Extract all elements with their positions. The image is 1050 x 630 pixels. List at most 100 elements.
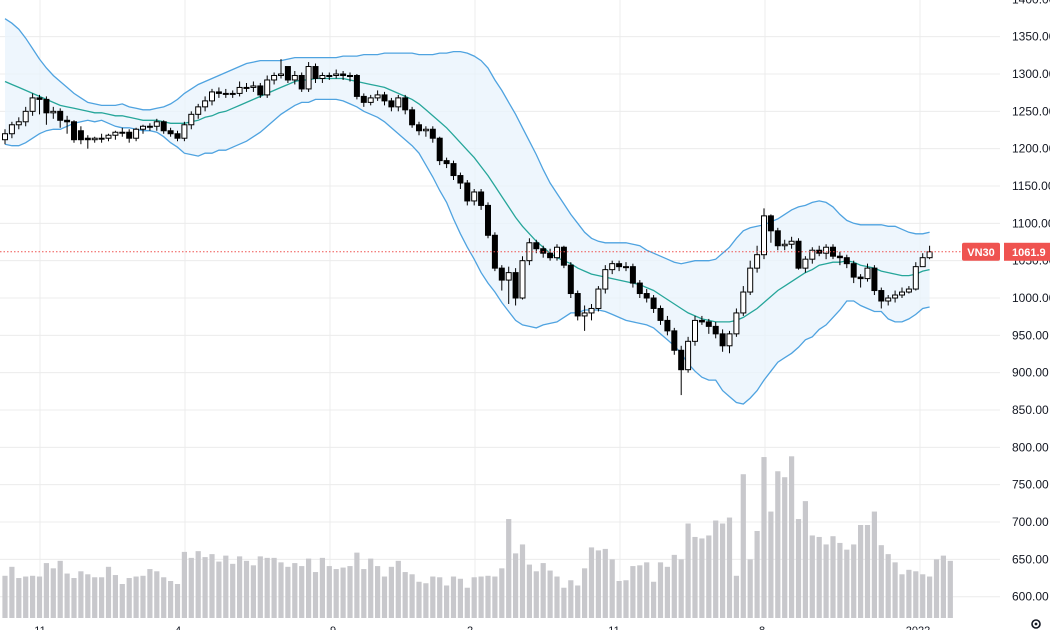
- candle: [153, 118, 160, 131]
- candle: [126, 129, 133, 143]
- volume-bar: [450, 576, 457, 618]
- candle-body: [692, 319, 698, 342]
- candle-body: [291, 74, 298, 81]
- candle: [512, 268, 519, 306]
- volume-bar: [671, 554, 677, 618]
- candle-body: [360, 95, 367, 103]
- volume-bar: [209, 554, 215, 618]
- candle: [429, 126, 436, 143]
- volume-bar: [685, 523, 691, 618]
- candle-body: [236, 86, 243, 94]
- volume-bar: [368, 558, 374, 618]
- volume-bar: [754, 530, 760, 618]
- candle: [767, 214, 774, 243]
- candle: [250, 81, 257, 92]
- candle: [595, 286, 602, 312]
- candle: [809, 247, 816, 264]
- candle-body: [29, 97, 36, 112]
- candle-body: [878, 290, 885, 302]
- candle: [602, 265, 609, 294]
- time-axis[interactable]: 11 4 9 2 11 8 2022: [34, 625, 930, 630]
- candle: [912, 262, 919, 291]
- volume-bar: [126, 578, 132, 618]
- candle-body: [560, 246, 567, 266]
- candle: [222, 88, 229, 98]
- candle-body: [160, 121, 167, 132]
- volume-bar: [278, 562, 284, 618]
- price-axis[interactable]: 1400.00 1350.00 1300.00 1250.00 1200.00 1150.…: [1012, 0, 1050, 604]
- candle-body: [795, 240, 802, 269]
- price-tick-label: 650.00: [1012, 552, 1049, 566]
- candle-body: [271, 74, 278, 81]
- candle-body: [595, 288, 602, 309]
- candle: [353, 74, 360, 100]
- candle: [133, 127, 140, 142]
- volume-bar: [513, 553, 519, 618]
- candle-body: [657, 307, 664, 321]
- candle: [623, 262, 629, 272]
- candle-body: [574, 293, 581, 317]
- volume-bar: [561, 587, 567, 618]
- candle: [15, 117, 22, 130]
- volume-bar: [464, 587, 470, 618]
- candle: [554, 244, 560, 261]
- time-tick-label: 4: [175, 625, 181, 630]
- candle-body: [119, 131, 126, 134]
- candle-body: [333, 73, 340, 76]
- volume-bar: [78, 571, 84, 618]
- candle-body: [774, 230, 781, 247]
- candle: [692, 315, 698, 346]
- volume-bar: [195, 551, 201, 618]
- volume-bar: [299, 566, 305, 618]
- candle: [505, 266, 512, 304]
- volume-bar: [809, 535, 815, 618]
- candle: [402, 94, 409, 115]
- candle: [795, 238, 802, 270]
- volume-bar: [119, 583, 125, 618]
- candle: [802, 256, 809, 273]
- volume-bar: [644, 562, 650, 618]
- candle: [77, 126, 84, 145]
- candle-body: [105, 134, 112, 139]
- candle: [195, 103, 202, 119]
- price-tick-label: 900.00: [1012, 366, 1049, 380]
- volume-bar: [333, 569, 339, 618]
- volume-bar: [264, 557, 270, 618]
- volume-bar: [747, 559, 753, 618]
- price-tick-label: 1200.00: [1012, 142, 1050, 156]
- candle-body: [257, 85, 264, 96]
- volume-bar: [285, 566, 291, 618]
- candle-body: [202, 100, 209, 108]
- volume-bar: [375, 566, 381, 618]
- settings-gear-icon[interactable]: [1031, 619, 1041, 629]
- candle-body: [554, 246, 560, 259]
- candle-body: [174, 133, 181, 139]
- candle-body: [146, 125, 153, 128]
- volume-bar: [795, 519, 802, 618]
- candle-body: [195, 106, 202, 115]
- volume-bar: [789, 456, 795, 618]
- candle-body: [22, 110, 29, 123]
- price-tick-label: 1150.00: [1012, 179, 1050, 193]
- volume-bar: [174, 583, 181, 618]
- price-tick-label: 1400.00: [1012, 0, 1050, 6]
- candle-body: [153, 121, 160, 127]
- candle: [395, 94, 402, 112]
- candle: [471, 188, 478, 206]
- volume-bar: [423, 583, 429, 618]
- candle: [312, 63, 319, 83]
- candle: [650, 295, 657, 313]
- symbol-badge-label: VN30: [967, 247, 995, 259]
- candle-body: [284, 66, 291, 81]
- candle-body: [698, 319, 705, 323]
- candle-body: [519, 260, 526, 299]
- candle-body: [140, 125, 146, 130]
- candle: [533, 239, 540, 254]
- candle-body: [243, 86, 250, 89]
- volume-bar: [340, 567, 346, 618]
- volume-bar: [699, 538, 705, 618]
- price-tick-label: 1300.00: [1012, 67, 1050, 81]
- candle: [698, 315, 705, 325]
- price-tick-label: 800.00: [1012, 440, 1049, 454]
